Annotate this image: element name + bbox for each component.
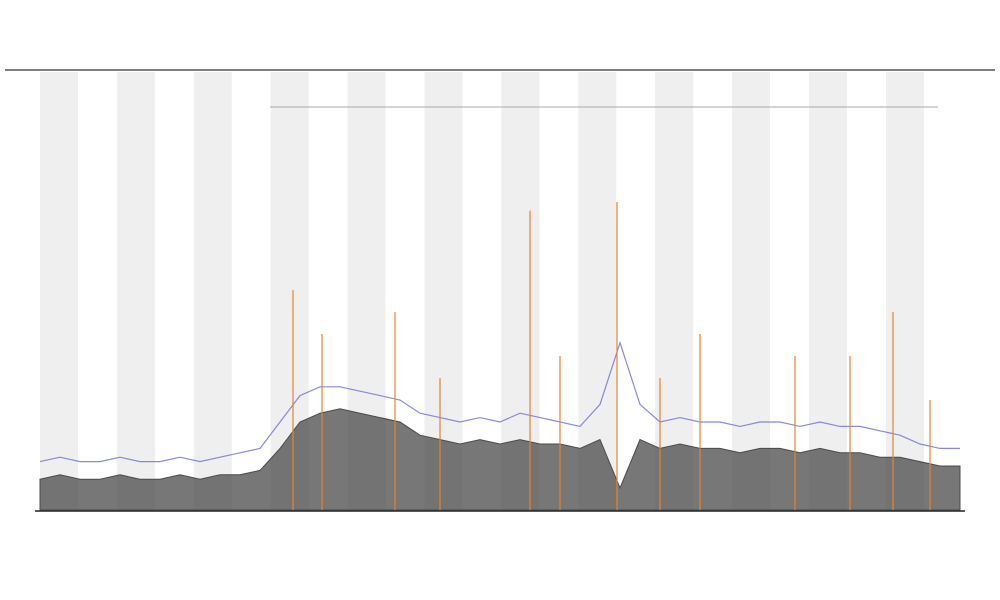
band — [885, 72, 924, 510]
band — [116, 72, 155, 510]
band — [809, 72, 847, 510]
band — [424, 72, 463, 510]
band — [501, 72, 540, 510]
band — [193, 72, 232, 510]
band — [655, 72, 694, 510]
series-line — [39, 340, 960, 463]
band — [40, 72, 78, 510]
band — [578, 72, 617, 510]
band — [732, 72, 771, 510]
